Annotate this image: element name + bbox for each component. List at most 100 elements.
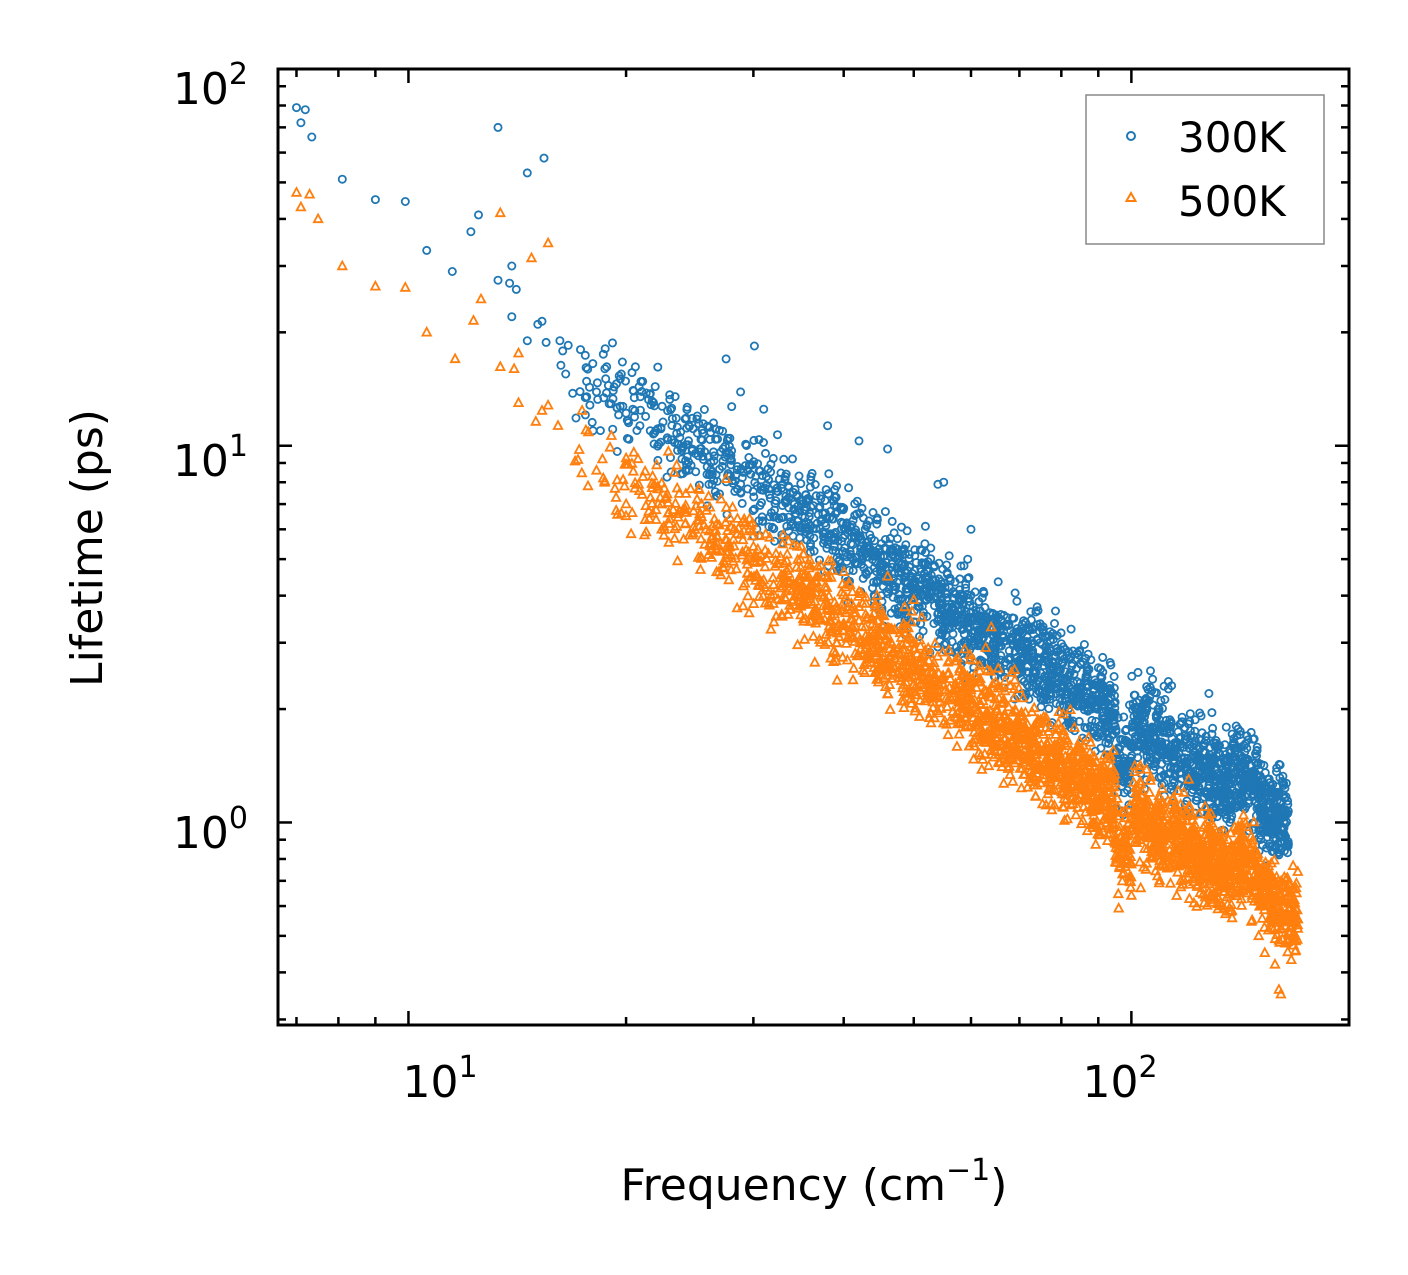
point-500k-1475 [876, 646, 889, 658]
point-500k-24 [590, 464, 603, 475]
point-500k-410 [879, 680, 892, 691]
point-500k-706 [906, 650, 918, 661]
point-500k-1411 [865, 656, 877, 668]
point-500k-2315 [1252, 863, 1264, 874]
point-300k-1687 [706, 427, 716, 437]
point-500k-1446 [936, 645, 949, 657]
point-500k-1407 [1053, 705, 1065, 716]
point-300k-2311 [614, 410, 624, 420]
point-500k-2053 [914, 633, 926, 645]
point-500k-1372 [658, 523, 671, 534]
point-500k-1660 [814, 636, 827, 647]
point-300k-2645 [911, 558, 921, 568]
point-500k-1566 [897, 678, 910, 689]
point-500k-645 [646, 477, 658, 488]
point-500k-123 [747, 597, 760, 608]
point-500k-1271 [782, 567, 795, 578]
point-300k-2609 [1074, 647, 1084, 657]
point-300k-2588 [916, 567, 926, 577]
point-500k-2257 [824, 625, 837, 637]
point-500k-1287 [795, 608, 807, 620]
point-300k-539 [1098, 652, 1108, 662]
point-300k-2051 [891, 582, 901, 592]
point-500k-1025 [1182, 773, 1195, 784]
point-300k-2017 [1009, 613, 1019, 623]
point-500k-2197 [967, 711, 980, 722]
point-500k-1655 [774, 550, 787, 561]
point-300k-4 [337, 174, 347, 184]
point-500k-1863 [1129, 824, 1141, 835]
point-300k-13 [505, 278, 515, 288]
point-300k-2233 [1052, 668, 1062, 678]
point-500k-746 [883, 678, 896, 689]
point-500k-1131 [1021, 781, 1034, 792]
point-300k-2374 [1155, 715, 1165, 725]
point-500k-2131 [671, 554, 684, 566]
point-500k-568 [958, 642, 971, 654]
point-500k-1221 [1202, 808, 1215, 820]
point-300k-2646 [1018, 653, 1028, 663]
point-500k-1753 [1147, 851, 1159, 862]
point-300k-2412 [623, 416, 633, 426]
point-300k-642 [694, 480, 704, 490]
point-500k-164 [927, 701, 939, 712]
point-300k-2341 [815, 491, 825, 501]
point-500k-1088 [950, 654, 963, 666]
point-300k-2441 [813, 510, 823, 520]
point-300k-2533 [857, 555, 867, 565]
point-300k-1477 [718, 444, 728, 454]
point-500k-1899 [1082, 731, 1095, 742]
point-300k-2139 [956, 589, 966, 599]
point-300k-2289 [1074, 716, 1084, 726]
point-300k-2066 [671, 413, 681, 423]
point-300k-1663 [950, 577, 960, 587]
point-300k-1283 [824, 469, 834, 479]
point-300k-1277 [770, 511, 780, 521]
point-300k-2594 [1229, 777, 1239, 787]
point-500k-20 [542, 398, 554, 410]
point-500k-2102 [869, 597, 881, 609]
point-300k-2571 [1246, 768, 1256, 778]
point-300k-2652 [1017, 635, 1027, 645]
point-300k-2209 [765, 512, 775, 522]
point-500k-1098 [1089, 838, 1102, 849]
point-500k-1840 [993, 707, 1006, 719]
point-300k-1726 [666, 405, 676, 415]
point-500k-477 [1070, 808, 1082, 820]
point-300k-1362 [1044, 704, 1054, 714]
point-300k-2513 [571, 413, 581, 423]
point-500k-2241 [648, 478, 661, 489]
point-300k-2126 [769, 480, 779, 490]
point-300k-2345 [1005, 653, 1015, 663]
point-300k-2494 [1034, 655, 1044, 665]
point-500k-2125 [895, 631, 908, 642]
point-500k-46 [999, 684, 1011, 696]
point-500k-2246 [1274, 910, 1286, 922]
point-500k-2140 [1262, 868, 1274, 879]
point-500k-1782 [1212, 902, 1224, 914]
point-300k-1542 [1221, 722, 1231, 732]
point-300k-2111 [563, 340, 573, 350]
point-500k-148 [1050, 728, 1062, 739]
point-500k-2047 [1069, 773, 1082, 784]
point-500k-624 [1004, 768, 1016, 779]
point-500k-1740 [746, 524, 759, 536]
point-500k-15 [512, 396, 525, 408]
point-300k-1728 [977, 593, 987, 603]
point-300k-2449 [771, 496, 781, 506]
point-500k-978 [731, 601, 743, 613]
point-500k-1035 [662, 445, 675, 456]
point-300k-2518 [788, 531, 798, 541]
point-300k-1539 [614, 371, 624, 381]
point-300k-2082 [1133, 753, 1143, 763]
point-500k-1920 [872, 673, 885, 684]
point-500k-2258 [742, 589, 754, 601]
point-300k-2475 [789, 505, 799, 515]
point-300k-2302 [945, 576, 955, 586]
point-300k-2527 [761, 448, 771, 458]
point-300k-1030 [850, 499, 860, 509]
point-300k-1 [296, 118, 306, 128]
point-300k-591 [641, 411, 651, 421]
point-500k-2122 [1122, 847, 1134, 859]
